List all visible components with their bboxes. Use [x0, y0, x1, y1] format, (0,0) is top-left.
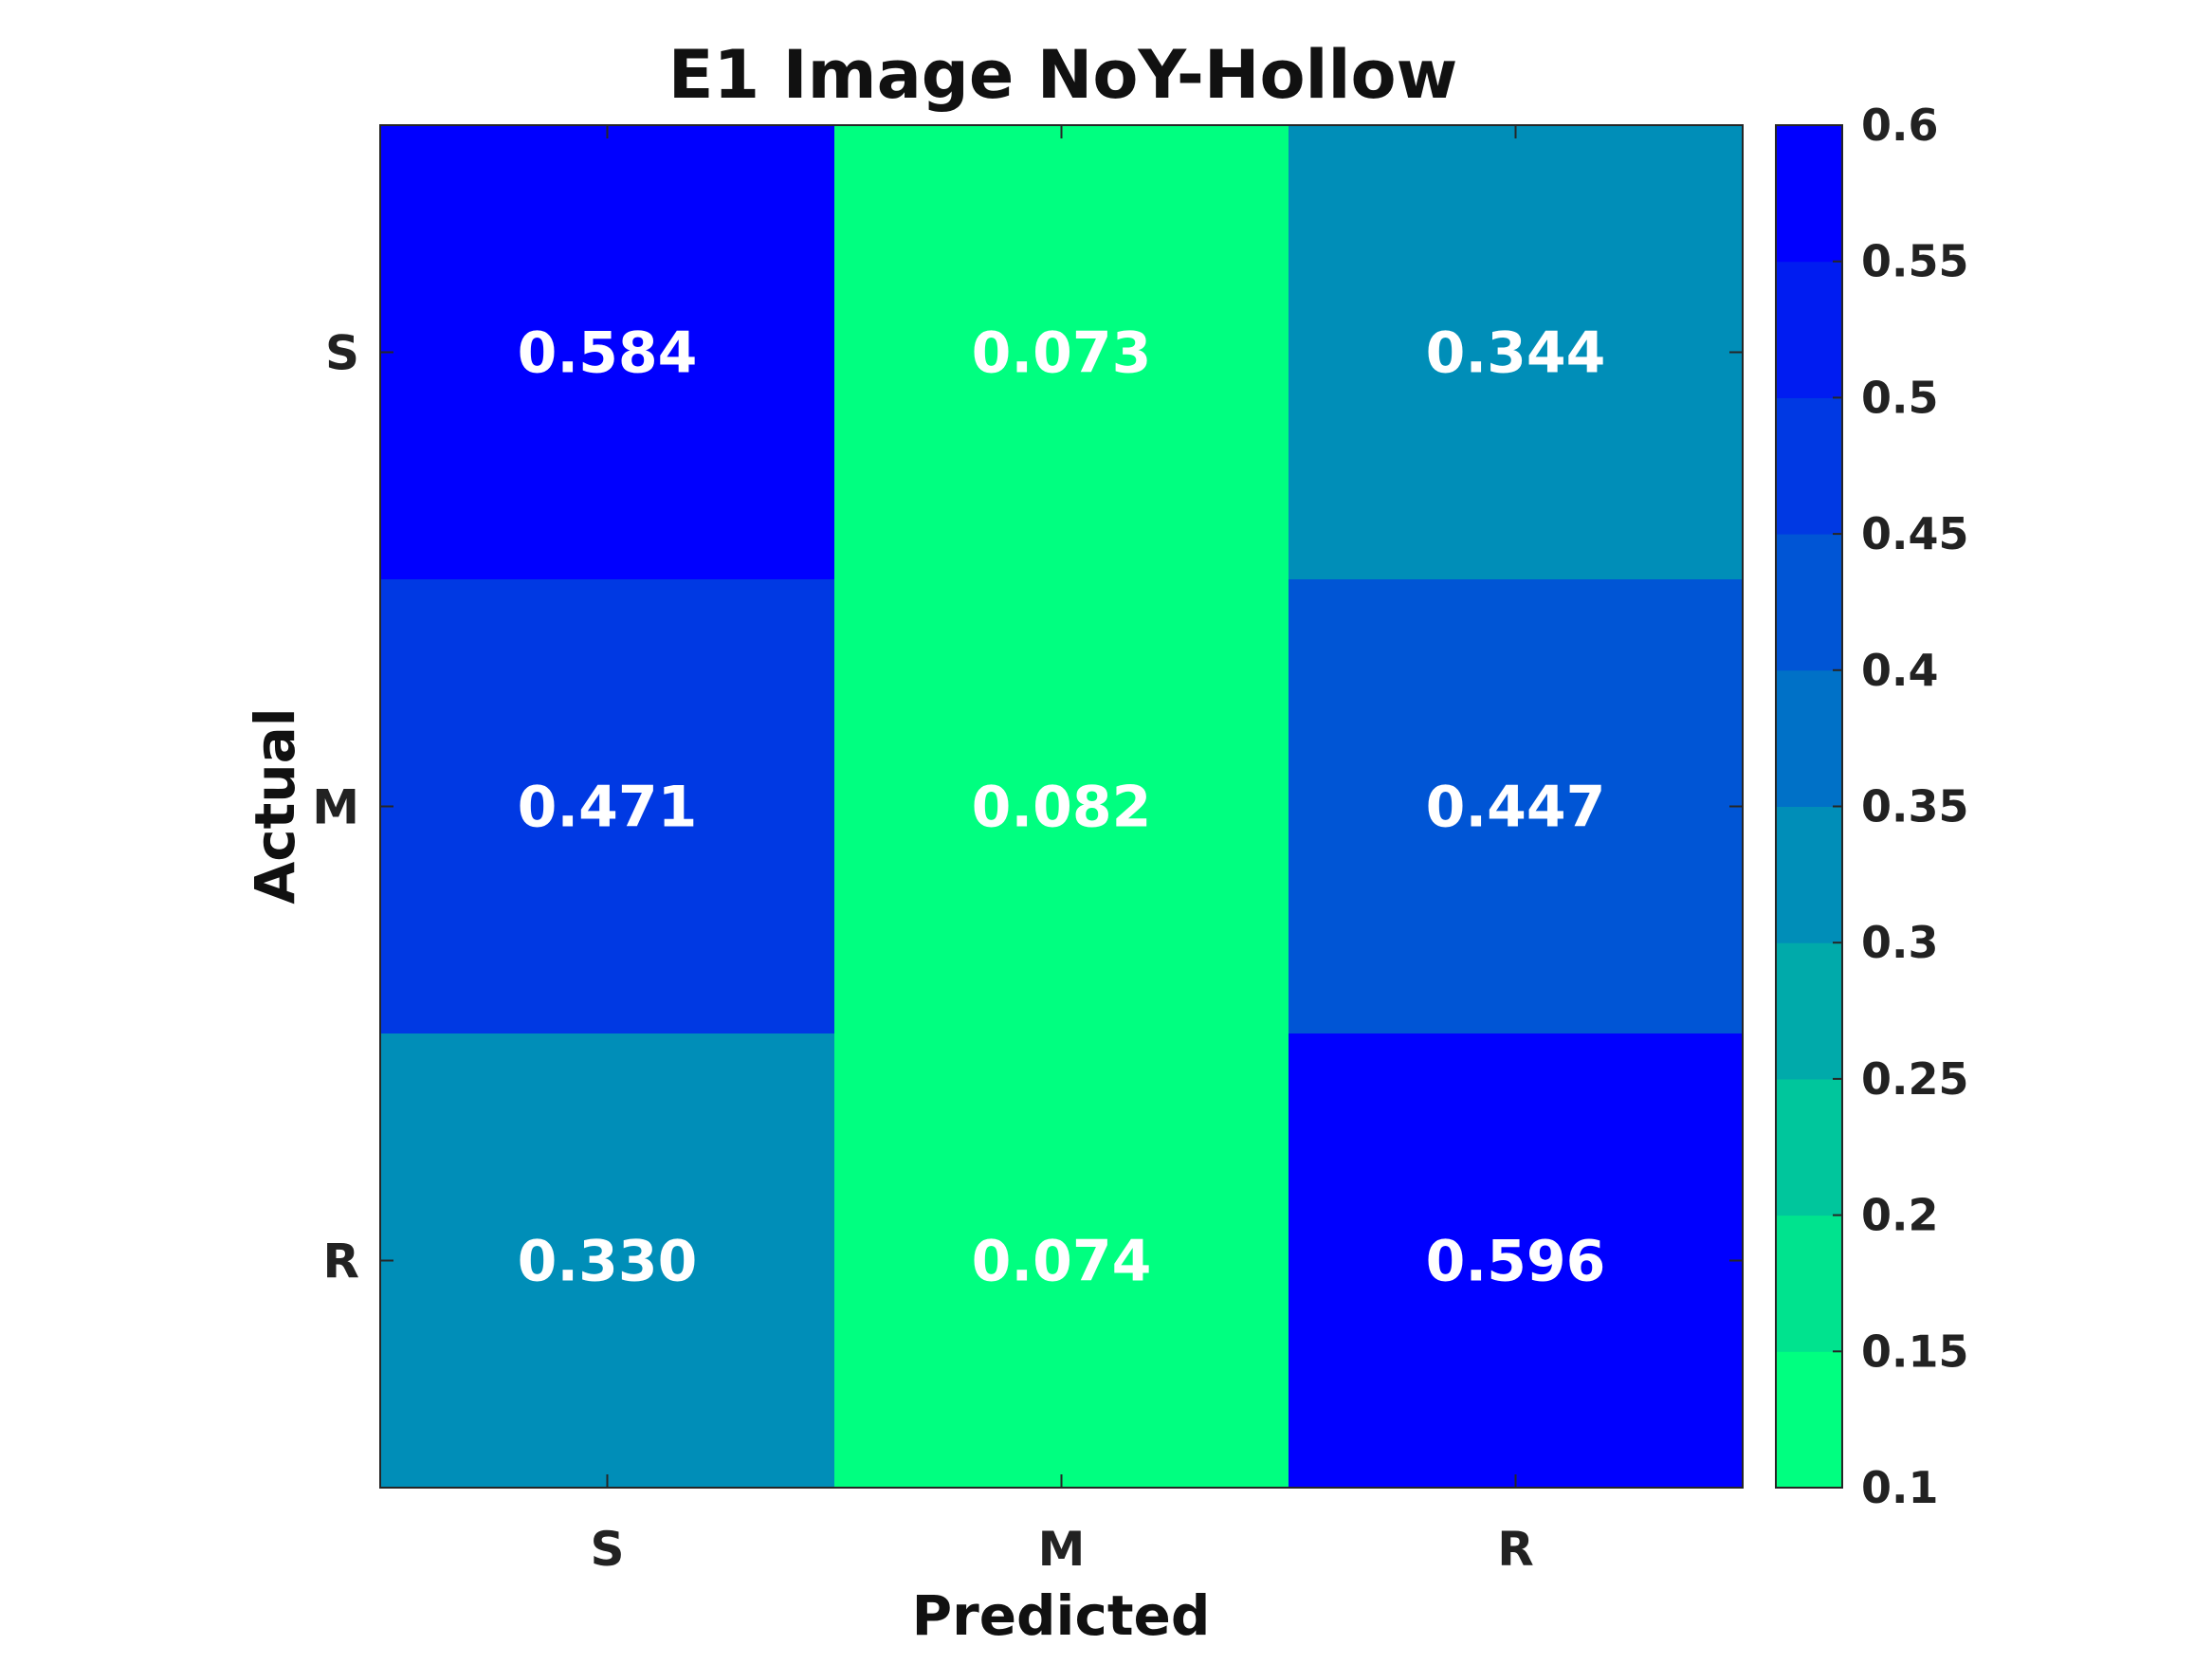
cell-value-label: 0.073 [972, 320, 1152, 387]
colorbar-segment [1776, 942, 1842, 1080]
chart-title: E1 Image NoY-Hollow [668, 36, 1458, 114]
colorbar-tick-label: 0.15 [1861, 1326, 1969, 1377]
y-axis-label: Actual [243, 707, 307, 904]
heatmap-cell [1289, 125, 1744, 580]
colorbar-segment [1776, 806, 1842, 943]
colorbar-frame [1775, 124, 1843, 1489]
y-tick-labels: S M R [312, 326, 359, 1289]
heatmap-cell [834, 125, 1289, 580]
cell-value-label: 0.596 [1426, 1229, 1606, 1295]
colorbar-tick-label: 0.2 [1861, 1190, 1939, 1241]
y-tick-label: R [322, 1234, 359, 1289]
y-tick-label: M [312, 780, 359, 835]
heatmap-cell-labels: 0.584 0.073 0.344 0.471 0.082 0.447 0.330 0.074… [518, 320, 1606, 1295]
colorbar-segment [1776, 1215, 1842, 1352]
colorbar [1776, 124, 1842, 1489]
heatmap-cell [1289, 579, 1744, 1034]
heatmap-cell [834, 1033, 1289, 1489]
heatmap-cell [380, 1033, 835, 1489]
x-tick-label: R [1497, 1522, 1534, 1577]
heatmap-cell [380, 579, 835, 1034]
colorbar-tick-label: 0.55 [1861, 236, 1969, 287]
x-axis-label: Predicted [912, 1583, 1211, 1648]
colorbar-segment [1776, 1078, 1842, 1216]
cell-value-label: 0.344 [1426, 320, 1606, 387]
colorbar-tick-label: 0.4 [1861, 645, 1939, 696]
heatmap-cell [834, 579, 1289, 1034]
heatmap-cell [380, 125, 835, 580]
colorbar-tick-label: 0.5 [1861, 372, 1939, 423]
colorbar-segment [1776, 261, 1842, 398]
heatmap-cells [380, 125, 1744, 1489]
cell-value-label: 0.074 [972, 1229, 1152, 1295]
colorbar-segment [1776, 397, 1842, 535]
colorbar-tick-label: 0.1 [1861, 1462, 1939, 1513]
colorbar-segment [1776, 534, 1842, 671]
cell-value-label: 0.584 [518, 320, 698, 387]
heatmap-cell [1289, 1033, 1744, 1489]
y-tick-label: S [325, 326, 359, 381]
colorbar-segment [1776, 125, 1842, 263]
colorbar-tick-label: 0.25 [1861, 1053, 1969, 1105]
x-tick-label: M [1038, 1522, 1086, 1577]
colorbar-segment [1776, 1351, 1842, 1489]
colorbar-segment [1776, 669, 1842, 807]
colorbar-tick-label: 0.35 [1861, 781, 1969, 832]
colorbar-tick-labels: 0.1 0.15 0.2 0.25 0.3 0.35 0.4 0.45 0.5 0.55 0.6 [1861, 100, 1969, 1513]
colorbar-tick-label: 0.6 [1861, 100, 1939, 151]
cell-value-label: 0.082 [972, 775, 1152, 841]
axis-ticks [380, 125, 1743, 1488]
cell-value-label: 0.330 [518, 1229, 698, 1295]
colorbar-tick-label: 0.3 [1861, 917, 1939, 968]
colorbar-tick-label: 0.45 [1861, 508, 1969, 559]
cell-value-label: 0.471 [518, 775, 698, 841]
x-tick-label: S [590, 1522, 624, 1577]
cell-value-label: 0.447 [1426, 775, 1606, 841]
